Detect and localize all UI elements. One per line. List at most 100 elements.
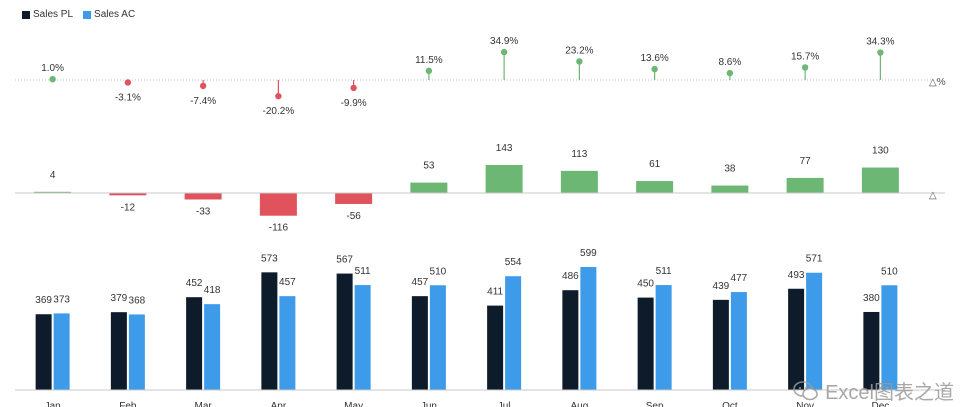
sales-pl-bar <box>261 272 278 390</box>
percent-data-label: 15.7% <box>791 51 819 62</box>
sales-ac-bar <box>53 313 70 390</box>
sales-ac-label: 368 <box>129 295 146 306</box>
sales-ac-label: 571 <box>806 254 823 265</box>
sales-ac-bar <box>580 267 597 390</box>
variance-bar <box>485 165 523 193</box>
variance-bar <box>184 193 222 200</box>
legend-item-sales-ac: Sales AC <box>83 9 135 20</box>
month-tick-label: Jan <box>45 401 61 407</box>
sales-ac-bar <box>354 285 371 390</box>
percent-axis-marker: △% <box>929 77 946 88</box>
sales-pl-bar <box>637 297 654 390</box>
sales-ac-bar <box>806 272 823 390</box>
sales-ac-bar <box>128 314 145 390</box>
variance-data-label: 53 <box>423 161 435 172</box>
variance-data-label: -116 <box>269 223 289 234</box>
percent-data-label: 11.5% <box>415 55 443 66</box>
legend-label-sales-pl: Sales PL <box>33 9 74 20</box>
month-tick-label: May <box>344 401 363 407</box>
sales-pl-label: 457 <box>412 277 429 288</box>
percent-data-label: 23.2% <box>565 45 593 56</box>
percent-dot <box>350 84 357 92</box>
percent-data-label: 34.3% <box>866 37 894 48</box>
percent-data-label: -20.2% <box>263 106 295 117</box>
sales-ac-label: 510 <box>430 266 447 277</box>
sales-pl-bar <box>863 311 880 390</box>
variance-bar <box>34 191 72 193</box>
variance-bar <box>786 177 824 193</box>
percent-dot <box>651 65 658 73</box>
month-tick-label: Nov <box>796 401 814 407</box>
sales-ac-bar <box>655 285 672 390</box>
month-tick-label: Feb <box>119 401 137 407</box>
variance-bar <box>109 193 147 196</box>
month-tick-label: Dec <box>871 401 889 407</box>
sales-pl-label: 411 <box>487 287 503 298</box>
sales-pl-label: 452 <box>186 278 203 289</box>
absolute-variance-panel: 4 -12 -33 -116 -56 53 143 113 61 38 77 130 <box>15 143 945 234</box>
variance-data-label: -12 <box>121 202 136 213</box>
sales-ac-bar <box>204 304 221 390</box>
sales-ac-label: 511 <box>355 266 371 277</box>
sales-ac-bar <box>505 276 522 390</box>
percent-variance-panel: 1.0% -3.1% -7.4% -20.2% -9.9% 11.5% 34.9% 23.2%… <box>15 36 945 117</box>
month-tick-label: Oct <box>722 401 738 407</box>
percent-dot <box>425 67 433 75</box>
month-tick-label: Sep <box>646 401 664 407</box>
variance-data-label: 38 <box>724 164 736 175</box>
sales-ac-bar <box>429 285 446 390</box>
legend-label-sales-ac: Sales AC <box>94 9 136 20</box>
month-axis: Jan Feb Mar Apr May Jun Jul Aug Sep Oct Nov Dec <box>45 401 890 407</box>
sales-pl-label: 379 <box>111 293 128 304</box>
month-tick-label: Mar <box>195 401 213 407</box>
sales-pl-bar <box>336 273 353 390</box>
watermark-text: Excel图表之道 <box>825 382 954 404</box>
percent-dot <box>124 79 132 86</box>
sales-pl-label: 567 <box>336 255 353 266</box>
variance-data-label: -33 <box>196 206 211 217</box>
month-tick-label: Aug <box>570 401 588 407</box>
percent-data-label: -9.9% <box>341 98 367 109</box>
sales-pl-bar <box>35 314 52 390</box>
sales-ac-label: 477 <box>731 273 748 284</box>
variance-data-label: 143 <box>496 143 513 154</box>
delta-axis-marker: △ <box>929 190 937 201</box>
variance-data-label: 130 <box>872 146 889 157</box>
sales-pl-bar <box>411 296 428 390</box>
sales-pl-label: 486 <box>562 271 579 282</box>
month-tick-label: Jul <box>498 401 511 407</box>
percent-dot <box>500 48 508 56</box>
variance-data-label: 4 <box>50 170 56 181</box>
sales-ac-label: 373 <box>53 294 70 305</box>
sales-ac-bar <box>881 285 898 390</box>
sales-pl-bar <box>110 312 127 390</box>
sales-pl-label: 380 <box>863 293 880 304</box>
sales-pl-label: 369 <box>35 295 52 306</box>
legend-item-sales-pl: Sales PL <box>22 9 73 20</box>
variance-data-label: 61 <box>649 159 661 170</box>
variance-data-label: -56 <box>346 211 361 222</box>
percent-data-label: 8.6% <box>718 57 741 68</box>
sales-ac-label: 599 <box>580 248 597 259</box>
sales-ac-label: 511 <box>656 266 672 277</box>
percent-dot <box>49 76 56 83</box>
variance-bar <box>711 185 749 193</box>
sales-pl-bar <box>186 297 203 390</box>
sales-columns-panel: 369 373 379 3684524185734575675114575104115… <box>15 248 945 391</box>
wechat-icon <box>793 380 818 400</box>
percent-dot <box>576 58 583 65</box>
variance-data-label: 113 <box>571 149 587 160</box>
sales-ac-label: 554 <box>505 257 522 268</box>
percent-data-label: -3.1% <box>115 92 141 103</box>
sales-pl-label: 573 <box>261 253 278 264</box>
sales-pl-bar <box>562 290 579 390</box>
chart-legend: Sales PL Sales AC <box>22 9 135 20</box>
percent-data-label: 1.0% <box>41 63 64 74</box>
variance-bar <box>259 193 297 216</box>
sales-pl-label: 439 <box>713 281 730 292</box>
percent-dot <box>275 92 282 100</box>
legend-swatch-sales-ac <box>83 10 92 19</box>
sales-pl-bar <box>487 305 504 390</box>
variance-bar <box>560 170 598 193</box>
